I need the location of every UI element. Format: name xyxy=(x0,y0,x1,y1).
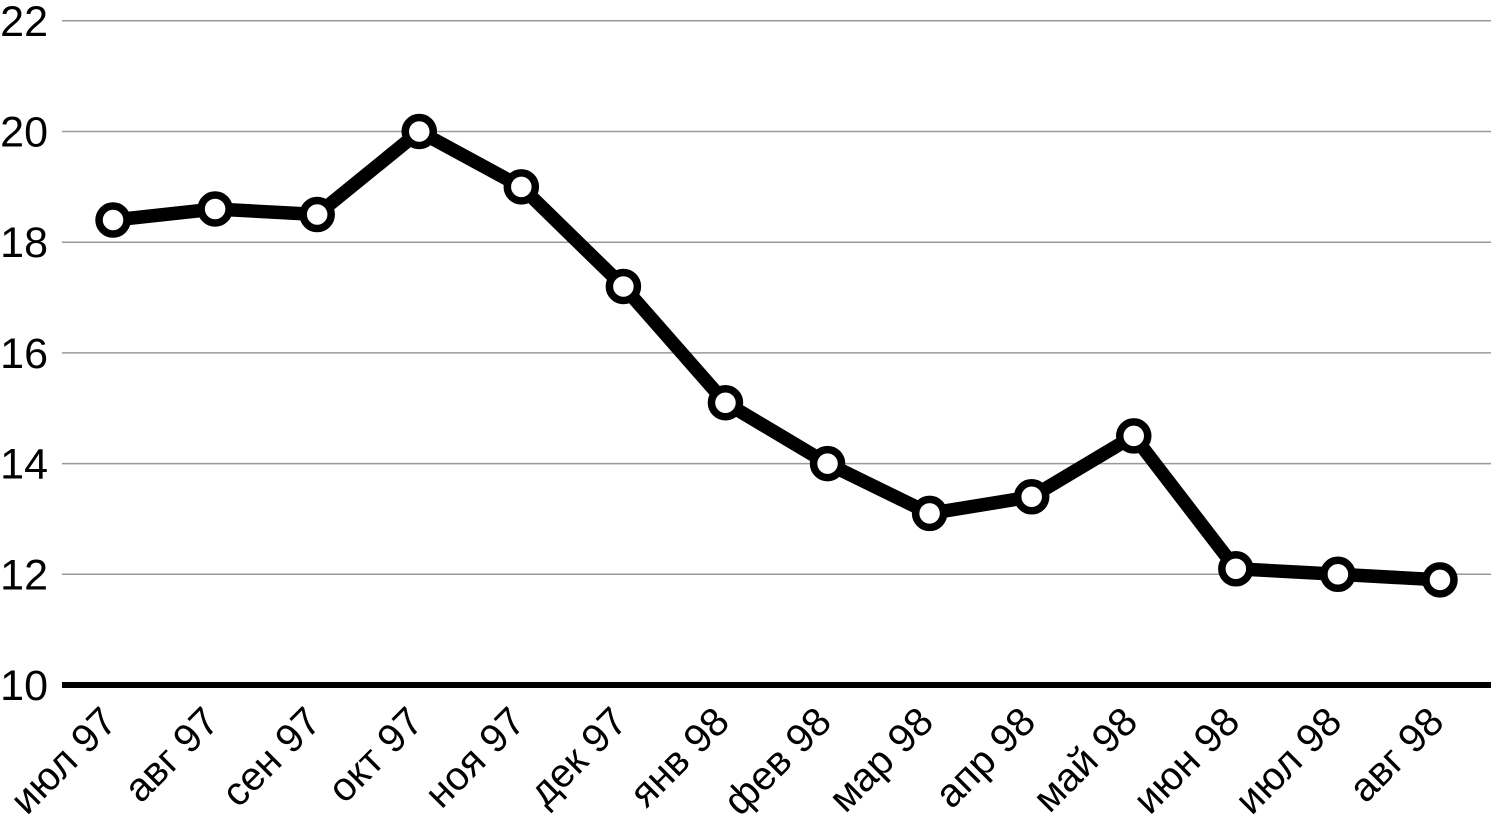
data-points xyxy=(95,113,1458,598)
data-point-marker xyxy=(197,191,233,227)
x-tick-label: сен 97 xyxy=(214,699,330,815)
data-line xyxy=(106,124,1447,587)
y-tick-label: 20 xyxy=(0,109,48,157)
x-tick-label: мар 98 xyxy=(821,699,942,820)
x-tick-label: фев 98 xyxy=(715,699,839,823)
y-tick-label: 10 xyxy=(0,662,48,710)
data-point-marker xyxy=(809,445,846,482)
data-point-marker xyxy=(401,113,437,150)
x-tick-label: июл 97 xyxy=(2,699,125,822)
y-tick-label: 18 xyxy=(0,219,48,267)
data-point-marker xyxy=(1218,551,1254,587)
x-tick-label: ноя 97 xyxy=(417,699,534,816)
data-point-marker xyxy=(1320,556,1356,593)
x-tick-label: авг 98 xyxy=(1341,699,1453,811)
data-point-marker xyxy=(299,196,335,233)
data-point-marker xyxy=(95,202,131,238)
data-point-marker xyxy=(1422,562,1458,598)
data-point-marker xyxy=(911,495,948,532)
data-point-marker xyxy=(605,268,642,305)
x-tick-label: окт 97 xyxy=(320,699,432,811)
x-tick-label: июл 98 xyxy=(1227,699,1350,822)
data-point-marker xyxy=(1116,418,1152,454)
data-point-marker xyxy=(1013,479,1050,515)
gridlines xyxy=(62,20,1491,576)
x-tick-label: авг 97 xyxy=(116,699,228,811)
y-tick-label: 22 xyxy=(0,0,48,46)
y-tick-label: 14 xyxy=(0,441,48,489)
x-tick-label: май 98 xyxy=(1025,699,1146,820)
y-axis-labels: 10 12 14 16 18 20 22 xyxy=(0,0,48,710)
x-tick-label: июн 98 xyxy=(1125,699,1248,822)
x-tick-label: апр 98 xyxy=(927,699,1044,816)
y-tick-label: 16 xyxy=(0,330,48,378)
y-tick-label: 12 xyxy=(0,551,48,599)
data-point-marker xyxy=(707,384,744,421)
data-point-marker xyxy=(503,169,540,205)
x-tick-label: дек 97 xyxy=(521,699,636,814)
